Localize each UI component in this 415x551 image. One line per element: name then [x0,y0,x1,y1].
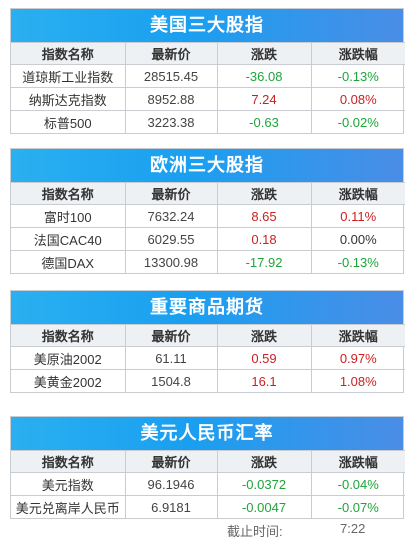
change-percent: -0.13% [311,250,405,273]
column-header: 涨跌 [217,450,312,473]
column-header: 指数名称 [11,42,126,65]
latest-price: 6.9181 [125,495,218,518]
quote-row: 道琼斯工业指数 28515.45 -36.08 -0.13% [11,64,405,88]
instrument-name: 道琼斯工业指数 [11,64,126,88]
quote-table: 指数名称 最新价 涨跌 涨跌幅 美原油2002 61.11 0.59 0.97% 美黄金2002… [11,324,405,392]
change-percent: -0.04% [311,472,405,496]
europe-indices-panel: 欧洲三大股指 指数名称 最新价 涨跌 涨跌幅 富时100 7632.24 8.65 0.11% 法… [10,148,405,274]
price-change: 8.65 [217,204,312,228]
change-percent: 1.08% [311,369,405,392]
quote-row: 美原油2002 61.11 0.59 0.97% [11,346,405,370]
price-change: 7.24 [217,87,312,111]
column-header: 涨跌 [217,324,312,347]
quote-row: 美元兑离岸人民币 6.9181 -0.0047 -0.07% [11,495,405,518]
instrument-name: 美元指数 [11,472,126,496]
quote-row: 法国CAC40 6029.55 0.18 0.00% [11,227,405,251]
column-header: 最新价 [125,324,218,347]
latest-price: 61.11 [125,346,218,370]
instrument-name: 美元兑离岸人民币 [11,495,126,518]
latest-price: 28515.45 [125,64,218,88]
column-header: 涨跌幅 [311,324,405,347]
usd-cny-panel: 美元人民币汇率 指数名称 最新价 涨跌 涨跌幅 美元指数 96.1946 -0.0372 -0.… [10,416,405,519]
quote-table: 指数名称 最新价 涨跌 涨跌幅 道琼斯工业指数 28515.45 -36.08 -0.13% 纳… [11,42,405,133]
column-header: 最新价 [125,450,218,473]
quote-row: 富时100 7632.24 8.65 0.11% [11,204,405,228]
column-header: 指数名称 [11,324,126,347]
column-header: 最新价 [125,42,218,65]
price-change: -0.0047 [217,495,312,518]
footer: 截止时间: 7:22 [0,521,415,541]
price-change: -0.63 [217,110,312,133]
column-header: 指数名称 [11,182,126,205]
latest-price: 96.1946 [125,472,218,496]
instrument-name: 德国DAX [11,250,126,273]
price-change: -0.0372 [217,472,312,496]
price-change: 16.1 [217,369,312,392]
latest-price: 8952.88 [125,87,218,111]
header-row: 指数名称 最新价 涨跌 涨跌幅 [11,182,405,205]
latest-price: 7632.24 [125,204,218,228]
instrument-name: 富时100 [11,204,126,228]
quote-row: 美元指数 96.1946 -0.0372 -0.04% [11,472,405,496]
quote-row: 德国DAX 13300.98 -17.92 -0.13% [11,250,405,273]
latest-price: 6029.55 [125,227,218,251]
quote-table: 指数名称 最新价 涨跌 涨跌幅 美元指数 96.1946 -0.0372 -0.04% 美元兑离… [11,450,405,518]
latest-price: 13300.98 [125,250,218,273]
change-percent: 0.97% [311,346,405,370]
us-indices-panel: 美国三大股指 指数名称 最新价 涨跌 涨跌幅 道琼斯工业指数 28515.45 -36.08-… [10,8,405,134]
instrument-name: 标普500 [11,110,126,133]
panel-title: 美元人民币汇率 [11,417,403,450]
quote-row: 纳斯达克指数 8952.88 7.24 0.08% [11,87,405,111]
change-percent: -0.13% [311,64,405,88]
price-change: -36.08 [217,64,312,88]
column-header: 涨跌 [217,182,312,205]
column-header: 涨跌幅 [311,182,405,205]
cutoff-time-value: 7:22 [340,521,366,536]
change-percent: 0.00% [311,227,405,251]
latest-price: 1504.8 [125,369,218,392]
instrument-name: 法国CAC40 [11,227,126,251]
header-row: 指数名称 最新价 涨跌 涨跌幅 [11,324,405,347]
panel-title: 欧洲三大股指 [11,149,403,182]
panel-title: 重要商品期货 [11,291,403,324]
column-header: 涨跌 [217,42,312,65]
quote-table: 指数名称 最新价 涨跌 涨跌幅 富时100 7632.24 8.65 0.11% 法国CAC40… [11,182,405,273]
change-percent: 0.08% [311,87,405,111]
header-row: 指数名称 最新价 涨跌 涨跌幅 [11,450,405,473]
quote-row: 美黄金2002 1504.8 16.1 1.08% [11,369,405,392]
price-change: 0.59 [217,346,312,370]
cutoff-time-label: 截止时间: [227,524,283,539]
instrument-name: 美黄金2002 [11,369,126,392]
instrument-name: 美原油2002 [11,346,126,370]
commodities-panel: 重要商品期货 指数名称 最新价 涨跌 涨跌幅 美原油2002 61.11 0.59 0.97% 美… [10,290,405,393]
change-percent: -0.07% [311,495,405,518]
column-header: 指数名称 [11,450,126,473]
column-header: 最新价 [125,182,218,205]
change-percent: -0.02% [311,110,405,133]
header-row: 指数名称 最新价 涨跌 涨跌幅 [11,42,405,65]
column-header: 涨跌幅 [311,42,405,65]
panel-title: 美国三大股指 [11,9,403,42]
quote-row: 标普500 3223.38 -0.63 -0.02% [11,110,405,133]
change-percent: 0.11% [311,204,405,228]
latest-price: 3223.38 [125,110,218,133]
price-change: -17.92 [217,250,312,273]
price-change: 0.18 [217,227,312,251]
column-header: 涨跌幅 [311,450,405,473]
instrument-name: 纳斯达克指数 [11,87,126,111]
